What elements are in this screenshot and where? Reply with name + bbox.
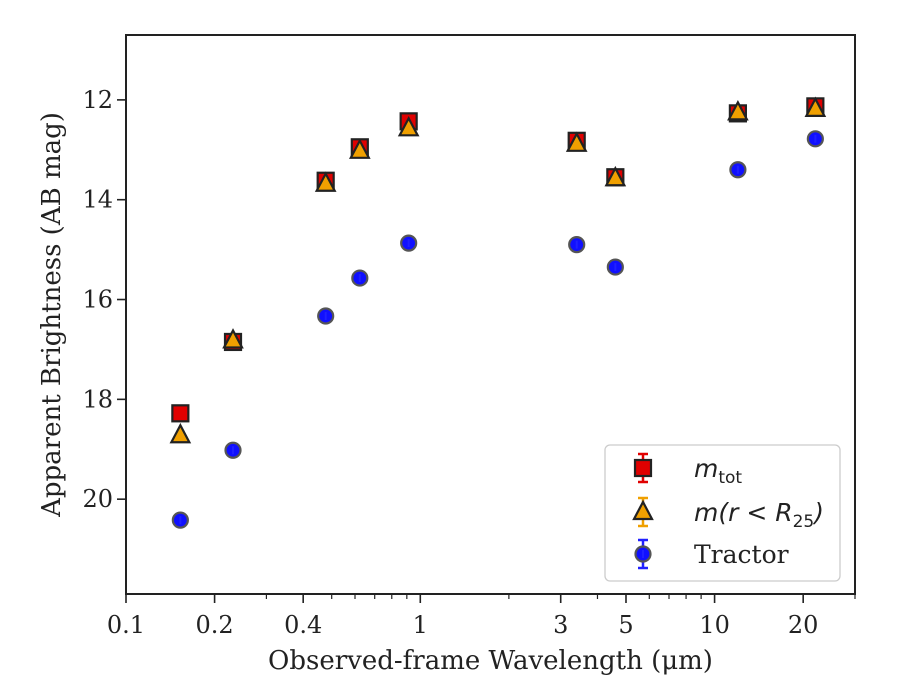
x-tick-label: 0.4 bbox=[284, 611, 322, 639]
data-points bbox=[169, 96, 827, 529]
y-tick-label: 16 bbox=[82, 286, 113, 314]
point-tractor bbox=[351, 269, 369, 287]
point-mr25 bbox=[348, 138, 371, 159]
point-tractor bbox=[400, 234, 418, 252]
x-tick-label: 0.1 bbox=[107, 611, 145, 639]
point-tractor bbox=[171, 511, 189, 529]
legend-frame bbox=[604, 444, 841, 582]
legend-marker-mr25 bbox=[632, 496, 654, 528]
point-mr25 bbox=[727, 100, 749, 121]
legend-marker-tractor bbox=[634, 538, 652, 570]
point-mr25 bbox=[169, 422, 192, 444]
legend-label-tractor: Tractor bbox=[694, 540, 789, 569]
point-mr25 bbox=[604, 165, 627, 187]
point-tractor bbox=[606, 258, 624, 276]
y-tick-label: 14 bbox=[82, 186, 113, 214]
legend: mtot m(r < R25) Tractor bbox=[604, 444, 841, 582]
x-tick-label: 0.2 bbox=[196, 611, 234, 639]
y-tick-label: 18 bbox=[82, 385, 113, 413]
point-tractor bbox=[317, 307, 335, 325]
point-mr25 bbox=[804, 96, 827, 117]
axis-ticks: 0.1 0.2 0.4 1 3 5 10 20 12 14 16 18 20 bbox=[82, 86, 856, 639]
series-tractor bbox=[171, 130, 824, 529]
x-tick-label: 3 bbox=[553, 611, 568, 639]
point-tractor bbox=[224, 441, 242, 459]
x-tick-label: 10 bbox=[699, 611, 730, 639]
y-axis-label: Apparent Brightness (AB mag) bbox=[37, 112, 67, 518]
x-axis-label: Observed-frame Wavelength (μm) bbox=[268, 646, 713, 676]
legend-markers bbox=[632, 452, 654, 570]
point-mr25 bbox=[314, 171, 337, 192]
point-mr25 bbox=[222, 328, 244, 349]
point-mr25 bbox=[397, 115, 420, 137]
plot-frame bbox=[125, 34, 856, 595]
point-tractor bbox=[806, 130, 824, 148]
legend-marker-mtot bbox=[633, 452, 653, 484]
series-mr25 bbox=[169, 96, 827, 444]
point-mr25 bbox=[565, 131, 588, 152]
legend-label-mtot: mtot bbox=[694, 454, 742, 488]
point-mtot bbox=[171, 404, 190, 423]
y-tick-label: 12 bbox=[82, 86, 113, 114]
y-tick-label: 20 bbox=[82, 485, 113, 513]
x-tick-label: 5 bbox=[618, 611, 633, 639]
legend-label-mr25: m(r < R25) bbox=[694, 498, 824, 532]
point-tractor bbox=[729, 161, 747, 179]
x-tick-label: 1 bbox=[413, 611, 428, 639]
point-tractor bbox=[568, 236, 586, 254]
x-tick-label: 20 bbox=[788, 611, 819, 639]
